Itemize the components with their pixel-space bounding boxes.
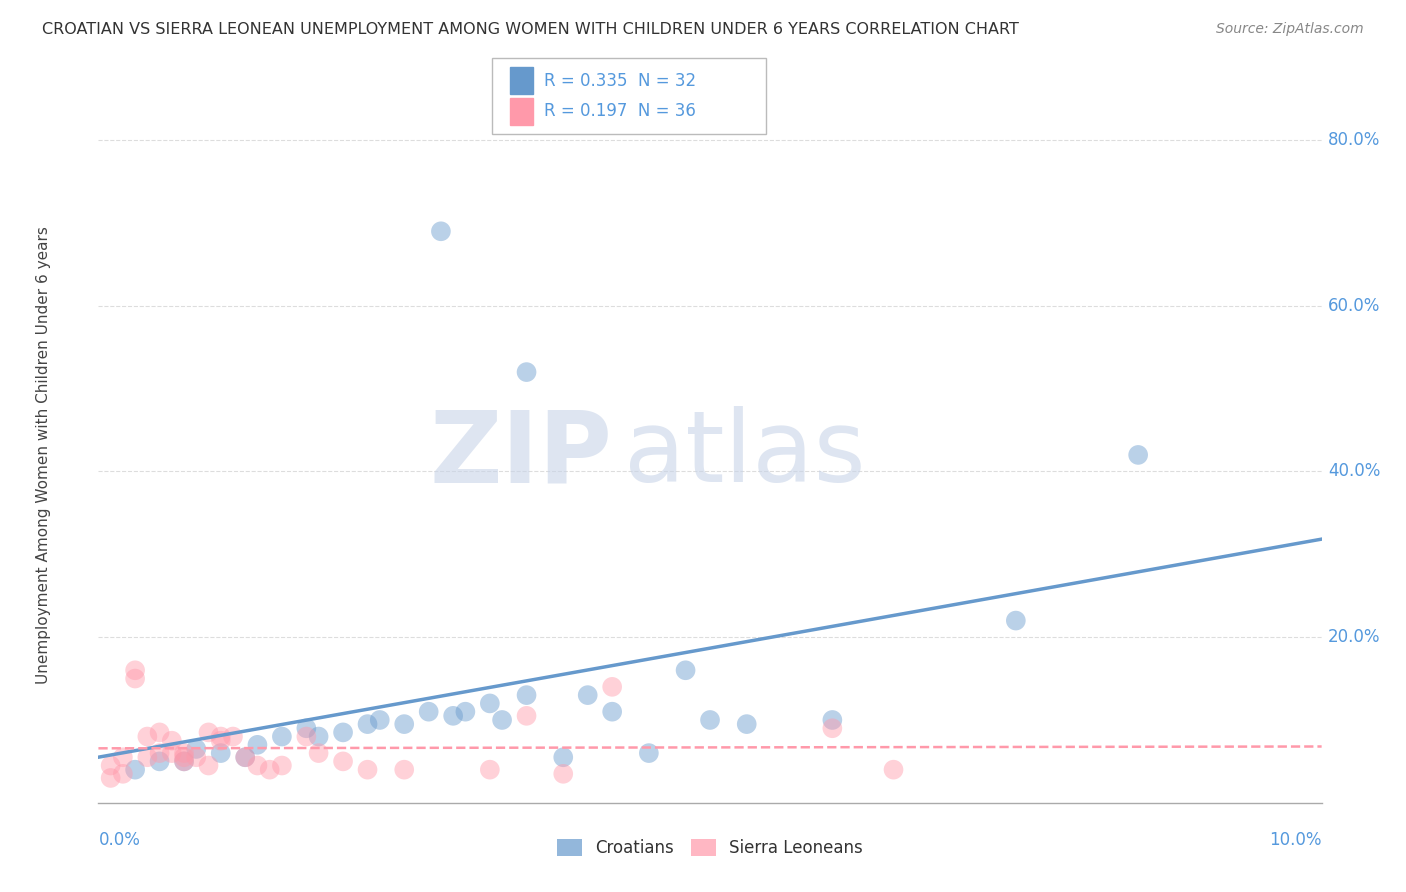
Point	[209, 733, 232, 747]
Point	[1004, 614, 1026, 628]
Point	[368, 713, 391, 727]
Point	[173, 750, 195, 764]
Text: R = 0.335  N = 32: R = 0.335 N = 32	[544, 71, 696, 90]
Point	[136, 750, 159, 764]
Text: Unemployment Among Women with Children Under 6 years: Unemployment Among Women with Children U…	[37, 226, 51, 684]
Point	[209, 746, 232, 760]
Point	[454, 705, 477, 719]
Point	[478, 697, 501, 711]
Point	[699, 713, 721, 727]
Point	[883, 763, 905, 777]
Point	[356, 763, 378, 777]
Point	[516, 365, 538, 379]
Text: 80.0%: 80.0%	[1327, 131, 1381, 149]
Text: CROATIAN VS SIERRA LEONEAN UNEMPLOYMENT AMONG WOMEN WITH CHILDREN UNDER 6 YEARS : CROATIAN VS SIERRA LEONEAN UNEMPLOYMENT …	[42, 22, 1019, 37]
Text: Source: ZipAtlas.com: Source: ZipAtlas.com	[1216, 22, 1364, 37]
Text: ZIP: ZIP	[429, 407, 612, 503]
Point	[735, 717, 758, 731]
Text: R = 0.197  N = 36: R = 0.197 N = 36	[544, 103, 696, 120]
Point	[246, 758, 269, 772]
Point	[197, 758, 219, 772]
Point	[124, 672, 146, 686]
Point	[430, 224, 453, 238]
Point	[332, 755, 354, 769]
Point	[675, 663, 697, 677]
Point	[259, 763, 281, 777]
Text: 40.0%: 40.0%	[1327, 462, 1381, 481]
Point	[270, 730, 292, 744]
Text: 10.0%: 10.0%	[1270, 830, 1322, 848]
Text: atlas: atlas	[624, 407, 866, 503]
Point	[173, 755, 195, 769]
Point	[233, 750, 256, 764]
Point	[600, 705, 623, 719]
Point	[553, 750, 575, 764]
Point	[392, 763, 416, 777]
Point	[246, 738, 269, 752]
Point	[441, 708, 464, 723]
Point	[124, 763, 146, 777]
Point	[295, 721, 318, 735]
Text: 0.0%: 0.0%	[98, 830, 141, 848]
Point	[100, 758, 122, 772]
Point	[149, 755, 172, 769]
Point	[233, 750, 256, 764]
Point	[308, 730, 330, 744]
Text: 60.0%: 60.0%	[1327, 297, 1381, 315]
Point	[149, 746, 172, 760]
Point	[136, 730, 159, 744]
Point	[392, 717, 416, 731]
Point	[100, 771, 122, 785]
Legend: Croatians, Sierra Leoneans: Croatians, Sierra Leoneans	[550, 832, 870, 864]
Point	[160, 733, 183, 747]
Point	[356, 717, 378, 731]
Point	[222, 730, 245, 744]
Point	[111, 766, 134, 781]
Point	[821, 713, 844, 727]
Point	[173, 755, 195, 769]
Point	[332, 725, 354, 739]
Point	[160, 746, 183, 760]
Point	[173, 746, 195, 760]
Point	[197, 725, 219, 739]
Point	[149, 725, 172, 739]
Point	[491, 713, 513, 727]
Point	[209, 730, 232, 744]
Point	[516, 688, 538, 702]
Point	[821, 721, 844, 735]
Point	[308, 746, 330, 760]
Point	[478, 763, 501, 777]
Point	[553, 766, 575, 781]
Point	[186, 750, 208, 764]
Point	[124, 663, 146, 677]
Point	[576, 688, 599, 702]
Point	[270, 758, 292, 772]
Point	[516, 708, 538, 723]
Point	[600, 680, 623, 694]
Point	[111, 750, 134, 764]
Point	[295, 730, 318, 744]
Point	[637, 746, 661, 760]
Point	[1128, 448, 1150, 462]
Point	[418, 705, 440, 719]
Point	[186, 742, 208, 756]
Text: 20.0%: 20.0%	[1327, 628, 1381, 646]
